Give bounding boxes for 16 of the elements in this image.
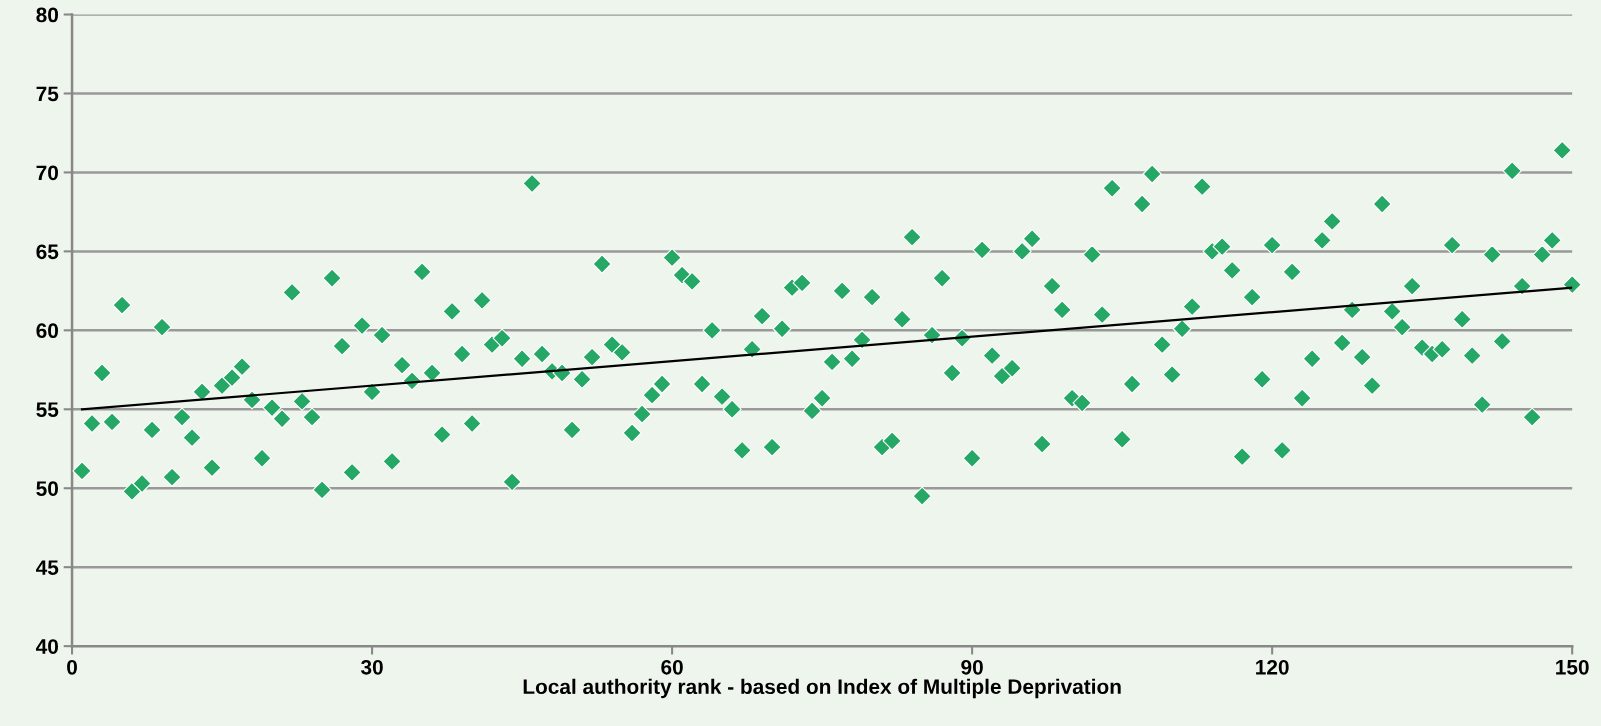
x-tick-label: 60 (661, 659, 683, 675)
x-tick-label: 90 (961, 659, 983, 675)
y-tick-label: 45 (36, 560, 59, 575)
y-tick-label: 80 (36, 7, 58, 23)
y-tick-label: 40 (36, 639, 58, 654)
y-tick-label: 75 (36, 86, 59, 102)
y-tick-label: 70 (36, 165, 58, 181)
x-tick-label: 0 (67, 659, 77, 675)
x-tick-label: 150 (1556, 659, 1589, 675)
y-tick-label: 55 (36, 402, 59, 418)
x-tick-label: 120 (1256, 659, 1289, 675)
y-tick-label: 50 (36, 481, 58, 496)
y-tick-label: 60 (36, 323, 58, 339)
y-tick-label: 65 (36, 244, 59, 260)
x-tick-label: 30 (360, 659, 383, 675)
x-axis-title: Local authority rank - based on Index of Multiple Deprivation (523, 678, 1121, 699)
